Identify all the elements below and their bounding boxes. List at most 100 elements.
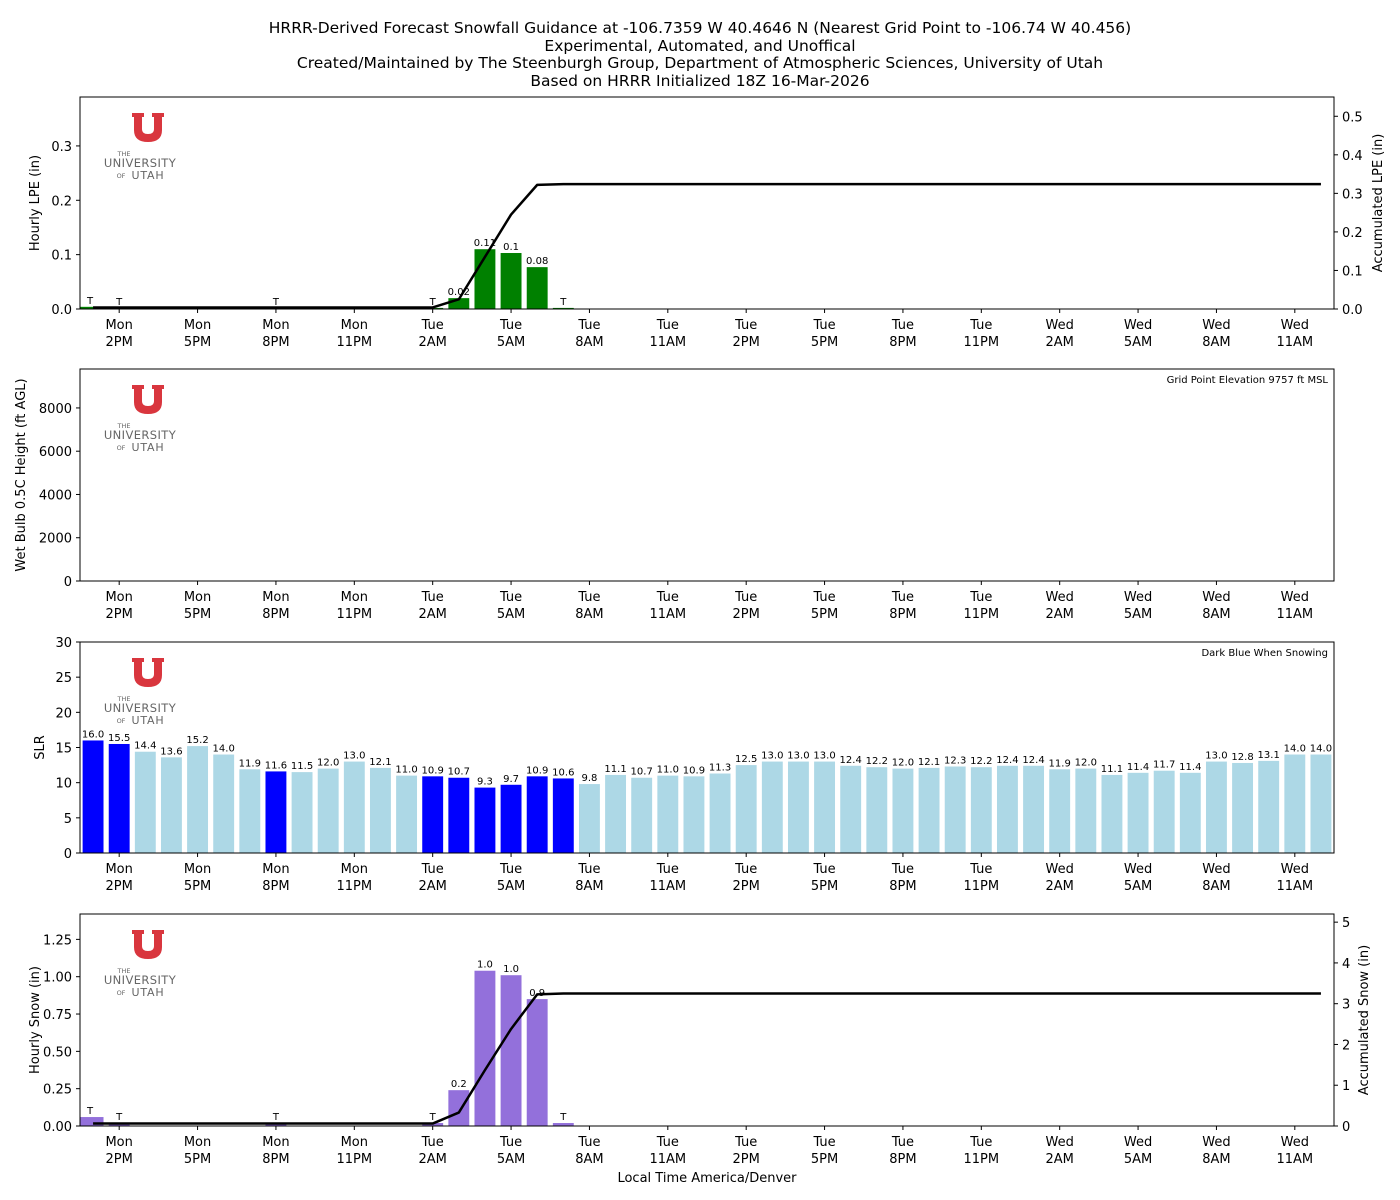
chart-title-line-4: Based on HRRR Initialized 18Z 16-Mar-202… bbox=[530, 71, 870, 90]
x-tick-day-1-13: Wed bbox=[1124, 318, 1152, 333]
x-tick-time-2-5: 5AM bbox=[497, 607, 525, 622]
slr-bar-label-21: 10.7 bbox=[631, 767, 653, 778]
slr-bar-29 bbox=[840, 765, 862, 853]
y-tick-label-2-2: 4000 bbox=[39, 488, 72, 503]
slr-bar-label-31: 12.0 bbox=[892, 758, 914, 769]
slr-bar-2 bbox=[134, 751, 156, 853]
slr-bar-label-4: 15.2 bbox=[186, 735, 208, 746]
bar-1-0 bbox=[80, 306, 104, 309]
slr-bar-label-33: 12.3 bbox=[944, 755, 966, 766]
slr-bar-label-0: 16.0 bbox=[82, 729, 104, 740]
x-tick-time-2-3: 11PM bbox=[337, 607, 373, 622]
y-tick-label-4-4: 1.00 bbox=[43, 971, 72, 986]
x-tick-day-2-5: Tue bbox=[499, 590, 522, 605]
x-tick-time-4-8: 2PM bbox=[733, 1152, 760, 1167]
x-tick-time-2-12: 2AM bbox=[1045, 607, 1073, 622]
x-tick-day-4-0: Mon bbox=[105, 1135, 132, 1150]
x-tick-time-4-1: 5PM bbox=[184, 1152, 211, 1167]
bar-4-5 bbox=[474, 970, 496, 1126]
x-tick-time-1-13: 5AM bbox=[1124, 335, 1152, 350]
slr-bar-34 bbox=[970, 767, 992, 853]
slr-bar-label-18: 10.6 bbox=[552, 767, 574, 778]
x-tick-time-2-7: 11AM bbox=[649, 607, 686, 622]
x-tick-day-4-2: Mon bbox=[262, 1135, 289, 1150]
logo-university-text: UNIVERSITY bbox=[104, 428, 177, 442]
x-tick-time-4-12: 2AM bbox=[1045, 1152, 1073, 1167]
x-tick-day-1-3: Mon bbox=[341, 318, 368, 333]
bar-label-1-1: T bbox=[115, 297, 123, 308]
slr-bar-label-16: 9.7 bbox=[503, 774, 519, 785]
x-tick-time-2-9: 5PM bbox=[811, 607, 838, 622]
x-tick-time-4-3: 11PM bbox=[337, 1152, 373, 1167]
x-tick-time-4-15: 11AM bbox=[1276, 1152, 1313, 1167]
logo-the-text: THE bbox=[117, 967, 131, 975]
logo-utah-text: UTAH bbox=[132, 986, 165, 999]
x-tick-time-4-13: 5AM bbox=[1124, 1152, 1152, 1167]
utah-u-logo-icon bbox=[132, 930, 164, 959]
x-tick-time-1-11: 11PM bbox=[964, 335, 1000, 350]
x-tick-time-3-10: 8PM bbox=[889, 879, 916, 894]
x-tick-time-4-0: 2PM bbox=[106, 1152, 133, 1167]
bar-label-4-0: T bbox=[86, 1106, 94, 1117]
slr-bar-32 bbox=[918, 767, 940, 853]
slr-bar-7 bbox=[265, 771, 287, 853]
x-tick-day-2-11: Tue bbox=[969, 590, 992, 605]
slr-bar-label-26: 13.0 bbox=[761, 751, 783, 762]
slr-bar-label-28: 13.0 bbox=[813, 751, 835, 762]
bar-label-4-3: T bbox=[429, 1112, 437, 1123]
x-tick-day-1-9: Tue bbox=[812, 318, 835, 333]
x-tick-day-4-7: Tue bbox=[656, 1135, 679, 1150]
x-tick-day-1-1: Mon bbox=[184, 318, 211, 333]
slr-bar-22 bbox=[657, 775, 679, 853]
bar-label-4-6: 1.0 bbox=[503, 964, 519, 975]
chart-title-line-3: Created/Maintained by The Steenburgh Gro… bbox=[296, 54, 1104, 72]
slr-bar-38 bbox=[1075, 768, 1097, 853]
bar-label-4-1: T bbox=[115, 1112, 123, 1123]
slr-bar-16 bbox=[500, 784, 522, 853]
x-tick-day-3-13: Wed bbox=[1124, 862, 1152, 877]
x-tick-day-3-9: Tue bbox=[812, 862, 835, 877]
logo-of-text: OF bbox=[117, 172, 126, 180]
bar-label-4-2: T bbox=[272, 1112, 280, 1123]
x-tick-time-1-6: 8AM bbox=[575, 335, 603, 350]
bar-label-1-3: T bbox=[429, 297, 437, 308]
x-tick-time-3-3: 11PM bbox=[337, 879, 373, 894]
panel-annotation-2: Grid Point Elevation 9757 ft MSL bbox=[1167, 375, 1329, 386]
slr-bar-label-39: 11.1 bbox=[1101, 764, 1123, 775]
y-tick-label-4-0: 0.00 bbox=[43, 1120, 72, 1135]
y-right-tick-label-1-3: 0.3 bbox=[1342, 187, 1363, 202]
bar-label-1-6: 0.1 bbox=[503, 242, 519, 253]
slr-bar-13 bbox=[422, 776, 444, 853]
slr-bar-37 bbox=[1049, 769, 1071, 853]
y-tick-label-1-3: 0.3 bbox=[51, 140, 72, 155]
slr-bar-36 bbox=[1023, 765, 1045, 853]
x-tick-time-3-5: 5AM bbox=[497, 879, 525, 894]
x-tick-day-4-9: Tue bbox=[812, 1135, 835, 1150]
slr-bar-12 bbox=[396, 775, 418, 853]
slr-bar-label-29: 12.4 bbox=[840, 755, 862, 766]
x-tick-time-3-9: 5PM bbox=[811, 879, 838, 894]
slr-bar-label-12: 11.0 bbox=[395, 765, 417, 776]
y-tick-label-3-2: 10 bbox=[55, 777, 72, 792]
slr-bar-18 bbox=[552, 778, 574, 853]
slr-bar-4 bbox=[187, 746, 209, 853]
x-tick-day-2-3: Mon bbox=[341, 590, 368, 605]
slr-bar-label-43: 13.0 bbox=[1205, 751, 1227, 762]
y-tick-label-1-0: 0.0 bbox=[51, 303, 72, 318]
slr-bar-label-44: 12.8 bbox=[1231, 752, 1253, 763]
utah-u-logo-icon bbox=[132, 658, 164, 687]
slr-bar-0 bbox=[82, 740, 104, 853]
x-tick-time-3-0: 2PM bbox=[106, 879, 133, 894]
x-tick-day-2-6: Tue bbox=[577, 590, 600, 605]
y-tick-label-4-5: 1.25 bbox=[43, 933, 72, 948]
x-tick-day-2-0: Mon bbox=[105, 590, 132, 605]
slr-bar-label-7: 11.6 bbox=[265, 760, 287, 771]
bar-label-4-5: 1.0 bbox=[477, 960, 493, 971]
accumulation-line-4 bbox=[93, 992, 1321, 1125]
